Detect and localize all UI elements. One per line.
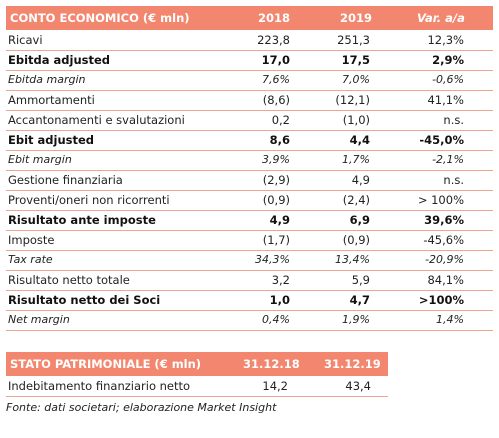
row-label: Risultato netto dei Soci	[8, 293, 161, 307]
value-31-12-19: 43,4	[345, 379, 371, 393]
table-row: Indebitamento finanziario netto 14,2 43,4	[6, 376, 388, 397]
row-label: Risultato ante imposte	[8, 213, 156, 227]
value-2019: 1,7%	[342, 153, 370, 166]
column-header-31-12-19: 31.12.19	[324, 357, 381, 371]
table-row: Ebitda margin 7,6% 7,0% -0,6%	[6, 70, 493, 91]
value-2019: (12,1)	[335, 93, 370, 107]
value-2018: 3,2	[271, 273, 290, 287]
value-2018: (0,9)	[262, 193, 290, 207]
table-row: Risultato netto dei Soci 1,0 4,7 >100%	[6, 290, 493, 311]
table-row: Accantonamenti e svalutazioni 0,2 (1,0) n.s…	[6, 110, 493, 131]
column-header-31-12-18: 31.12.18	[243, 357, 300, 371]
value-2018: 1,0	[269, 293, 290, 307]
value-variation: -0,6%	[432, 73, 464, 86]
value-2019: 4,7	[349, 293, 370, 307]
column-header-2018: 2018	[258, 11, 291, 25]
table-row: Net margin 0,4% 1,9% 1,4%	[6, 310, 493, 331]
row-label: Proventi/oneri non ricorrenti	[8, 193, 170, 207]
income-statement-header: CONTO ECONOMICO (€ mln) 2018 2019 Var. a…	[6, 6, 493, 30]
value-2019: 4,4	[349, 133, 370, 147]
value-2019: 7,0%	[342, 73, 370, 86]
table-row: Risultato ante imposte 4,9 6,9 39,6%	[6, 210, 493, 231]
value-2018: 34,3%	[255, 253, 290, 266]
table-row: Ammortamenti (8,6) (12,1) 41,1%	[6, 90, 493, 111]
value-variation: -45,6%	[423, 233, 464, 247]
table-row: Risultato netto totale 3,2 5,9 84,1%	[6, 270, 493, 291]
row-label: Tax rate	[8, 253, 53, 266]
value-2018: (8,6)	[262, 93, 290, 107]
value-variation: >100%	[418, 293, 464, 307]
value-2019: 1,9%	[342, 313, 370, 326]
balance-sheet-title: STATO PATRIMONIALE (€ mln)	[10, 357, 202, 371]
value-31-12-18: 14,2	[262, 379, 288, 393]
row-label: Risultato netto totale	[8, 273, 130, 287]
value-variation: n.s.	[443, 173, 464, 187]
value-2019: 4,9	[351, 173, 370, 187]
column-header-variation: Var. a/a	[417, 11, 465, 25]
value-2018: 3,9%	[262, 153, 290, 166]
table-row: Proventi/oneri non ricorrenti (0,9) (2,4) >…	[6, 190, 493, 211]
row-label: Ricavi	[8, 33, 43, 47]
value-2019: (1,0)	[342, 113, 370, 127]
value-2019: 17,5	[341, 53, 370, 67]
value-2018: 0,2	[271, 113, 290, 127]
value-2019: (0,9)	[342, 233, 370, 247]
value-2018: 7,6%	[262, 73, 290, 86]
value-2019: 251,3	[337, 33, 370, 47]
value-2018: 0,4%	[262, 313, 290, 326]
value-variation: -2,1%	[432, 153, 464, 166]
value-variation: 1,4%	[436, 313, 464, 326]
column-header-2019: 2019	[340, 11, 373, 25]
value-variation: 84,1%	[427, 273, 464, 287]
table-row: Ebitda adjusted 17,0 17,5 2,9%	[6, 50, 493, 71]
value-2019: 5,9	[351, 273, 370, 287]
value-2018: 17,0	[261, 53, 290, 67]
value-variation: 39,6%	[424, 213, 464, 227]
row-label: Imposte	[8, 233, 55, 247]
value-variation: n.s.	[443, 113, 464, 127]
value-2019: 13,4%	[335, 253, 370, 266]
table-row: Gestione finanziaria (2,9) 4,9 n.s.	[6, 170, 493, 191]
row-label: Net margin	[8, 313, 70, 326]
value-variation: 41,1%	[427, 93, 464, 107]
value-2018: 223,8	[257, 33, 290, 47]
value-2018: 8,6	[269, 133, 290, 147]
row-label: Ebitda margin	[8, 73, 86, 86]
row-label: Ammortamenti	[8, 93, 95, 107]
value-2018: 4,9	[269, 213, 290, 227]
value-2018: (2,9)	[262, 173, 290, 187]
value-variation: 2,9%	[432, 53, 464, 67]
value-2019: (2,4)	[342, 193, 370, 207]
value-2019: 6,9	[349, 213, 370, 227]
value-variation: -20,9%	[425, 253, 464, 266]
row-label: Ebit adjusted	[8, 133, 95, 147]
balance-sheet-header: STATO PATRIMONIALE (€ mln) 31.12.18 31.1…	[6, 352, 388, 376]
row-label: Accantonamenti e svalutazioni	[8, 113, 185, 127]
table-row: Ebit margin 3,9% 1,7% -2,1%	[6, 150, 493, 171]
value-2018: (1,7)	[262, 233, 290, 247]
table-row: Imposte (1,7) (0,9) -45,6%	[6, 230, 493, 251]
row-label: Indebitamento finanziario netto	[8, 379, 191, 393]
table-row: Tax rate 34,3% 13,4% -20,9%	[6, 250, 493, 271]
income-statement-title: CONTO ECONOMICO (€ mln)	[10, 11, 190, 25]
value-variation: 12,3%	[427, 33, 464, 47]
source-note: Fonte: dati societari; elaborazione Mark…	[6, 401, 277, 414]
row-label: Ebitda adjusted	[8, 53, 111, 67]
table-row: Ricavi 223,8 251,3 12,3%	[6, 30, 493, 51]
value-variation: > 100%	[417, 193, 464, 207]
value-variation: -45,0%	[419, 133, 464, 147]
row-label: Ebit margin	[8, 153, 72, 166]
row-label: Gestione finanziaria	[8, 173, 123, 187]
table-row: Ebit adjusted 8,6 4,4 -45,0%	[6, 130, 493, 151]
